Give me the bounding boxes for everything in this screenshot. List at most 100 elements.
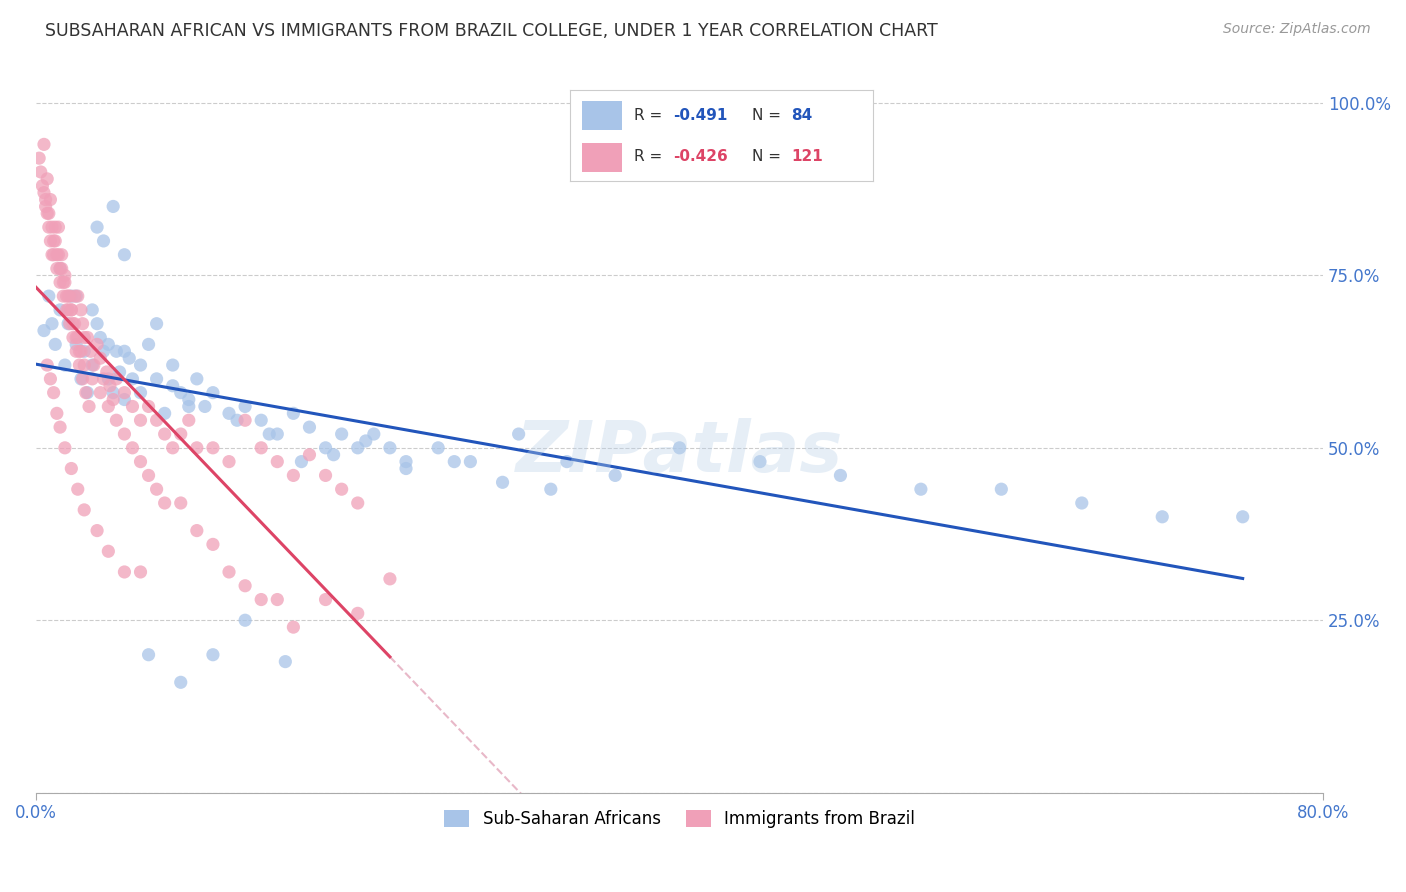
- Point: [63, 289, 86, 303]
- Point: [378, 572, 401, 586]
- Point: [257, 427, 280, 442]
- Point: [93, 344, 115, 359]
- Point: [830, 468, 852, 483]
- Point: [170, 385, 193, 400]
- Point: [60, 461, 83, 475]
- Point: [72, 372, 94, 386]
- Point: [86, 337, 108, 351]
- Point: [66, 330, 89, 344]
- Point: [75, 385, 97, 400]
- Point: [170, 496, 193, 510]
- Point: [49, 275, 72, 289]
- Point: [73, 503, 96, 517]
- Point: [31, 178, 53, 193]
- Point: [62, 317, 84, 331]
- Point: [170, 427, 193, 442]
- Point: [53, 441, 76, 455]
- Point: [330, 427, 353, 442]
- Point: [1152, 509, 1174, 524]
- Point: [62, 330, 84, 344]
- Point: [153, 406, 176, 420]
- Point: [82, 302, 104, 317]
- Point: [668, 441, 690, 455]
- Point: [346, 496, 368, 510]
- Point: [114, 565, 136, 579]
- Point: [32, 137, 55, 152]
- Point: [114, 392, 136, 407]
- Point: [266, 427, 288, 442]
- Point: [186, 372, 208, 386]
- Point: [250, 441, 273, 455]
- Point: [53, 358, 76, 372]
- Point: [101, 385, 124, 400]
- Point: [39, 193, 62, 207]
- Point: [186, 441, 208, 455]
- Point: [283, 620, 305, 634]
- Point: [250, 413, 273, 427]
- Point: [60, 289, 83, 303]
- Point: [315, 468, 337, 483]
- Text: Source: ZipAtlas.com: Source: ZipAtlas.com: [1223, 22, 1371, 37]
- Point: [218, 455, 240, 469]
- Point: [60, 302, 83, 317]
- Point: [52, 289, 75, 303]
- Point: [42, 234, 65, 248]
- Point: [38, 220, 60, 235]
- Point: [153, 496, 176, 510]
- Point: [66, 289, 89, 303]
- Point: [460, 455, 482, 469]
- Point: [72, 317, 94, 331]
- Point: [354, 434, 377, 448]
- Point: [49, 302, 72, 317]
- Point: [101, 199, 124, 213]
- Point: [194, 400, 217, 414]
- Point: [97, 544, 120, 558]
- Point: [76, 385, 98, 400]
- Point: [70, 372, 93, 386]
- Point: [48, 248, 70, 262]
- Point: [129, 413, 152, 427]
- Point: [42, 385, 65, 400]
- Point: [177, 413, 200, 427]
- Point: [443, 455, 465, 469]
- Point: [226, 413, 249, 427]
- Point: [274, 655, 297, 669]
- Point: [51, 248, 73, 262]
- Point: [555, 455, 578, 469]
- Point: [177, 400, 200, 414]
- Point: [250, 592, 273, 607]
- Point: [41, 220, 63, 235]
- Point: [491, 475, 513, 490]
- Point: [37, 206, 59, 220]
- Point: [363, 427, 385, 442]
- Point: [53, 268, 76, 283]
- Point: [145, 372, 167, 386]
- Point: [910, 482, 932, 496]
- Text: ZIPatlas: ZIPatlas: [516, 417, 844, 487]
- Point: [129, 358, 152, 372]
- Point: [41, 317, 63, 331]
- Point: [67, 358, 90, 372]
- Point: [508, 427, 530, 442]
- Point: [114, 248, 136, 262]
- Point: [201, 648, 224, 662]
- Point: [55, 302, 77, 317]
- Point: [32, 324, 55, 338]
- Point: [108, 365, 131, 379]
- Point: [121, 372, 143, 386]
- Point: [395, 455, 418, 469]
- Point: [49, 261, 72, 276]
- Point: [218, 406, 240, 420]
- Point: [283, 406, 305, 420]
- Point: [346, 607, 368, 621]
- Point: [49, 420, 72, 434]
- Point: [65, 337, 87, 351]
- Point: [114, 385, 136, 400]
- Point: [97, 400, 120, 414]
- Point: [990, 482, 1012, 496]
- Point: [82, 372, 104, 386]
- Point: [97, 337, 120, 351]
- Point: [1070, 496, 1092, 510]
- Point: [59, 289, 82, 303]
- Point: [96, 365, 118, 379]
